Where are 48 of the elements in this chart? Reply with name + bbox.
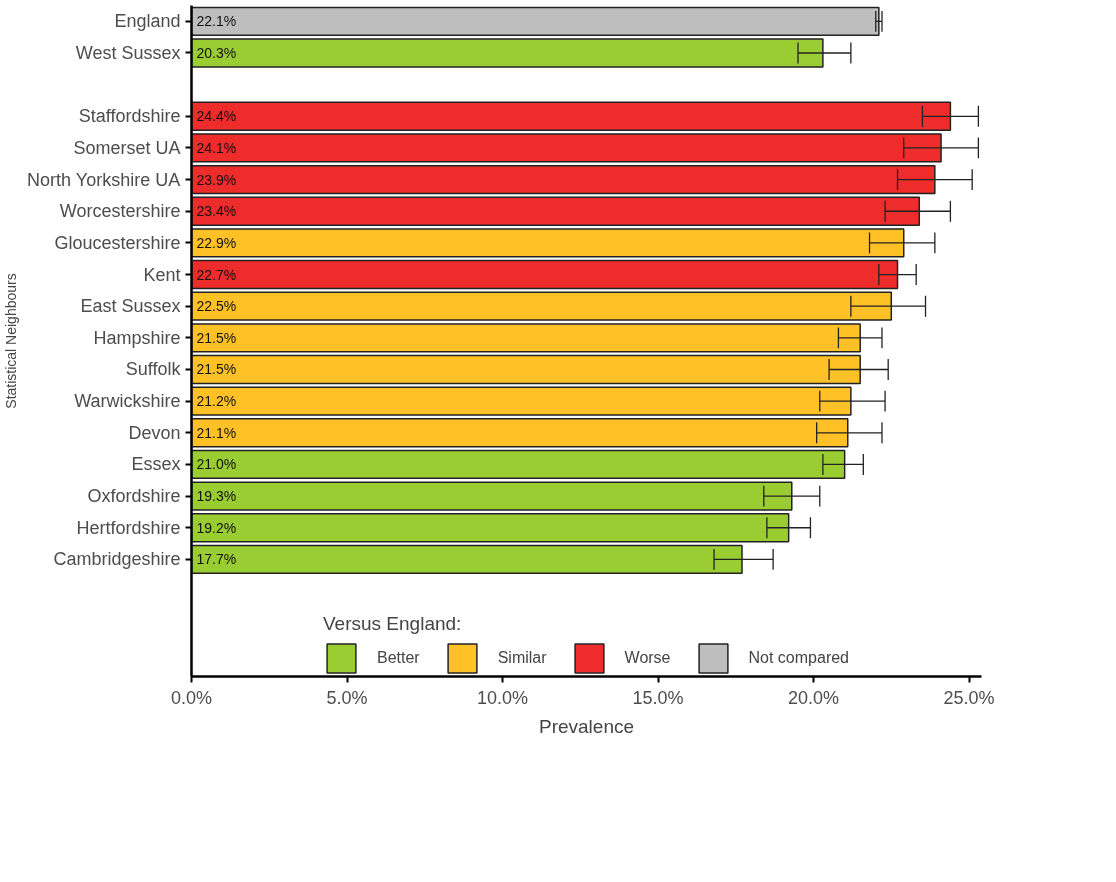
data-label: 22.9% [196,234,237,251]
data-label: 21.0% [196,456,237,473]
data-label: 22.7% [196,266,237,283]
data-label: 21.5% [196,329,237,346]
y-tick-label: Warwickshire [74,391,181,412]
x-tick-label: 0.0% [170,687,213,708]
y-tick-label: Somerset UA [73,137,181,158]
x-tick-label: 20.0% [788,687,840,708]
data-label: 24.4% [196,108,237,125]
data-label: 24.1% [196,139,237,156]
data-label: 22.1% [196,13,237,30]
y-tick-label: Kent [143,264,181,285]
y-tick-label: Essex [131,454,181,475]
legend-label: Not compared [748,649,850,667]
y-tick-label: Worcestershire [59,201,181,222]
y-tick-label: North Yorkshire UA [27,169,181,190]
x-tick-label: 5.0% [326,687,368,708]
y-axis-title: Statistical Neighbours [3,273,20,409]
y-tick-label: West Sussex [75,42,181,63]
y-tick-label: Gloucestershire [54,232,181,253]
x-axis-title: Prevalence [538,715,635,737]
legend-label: Similar [497,649,547,667]
x-tick-label: 10.0% [477,687,529,708]
bar [191,6,880,36]
data-label: 21.1% [196,424,237,441]
y-tick-label: East Sussex [80,296,181,317]
legend-title: Versus England: [322,613,463,635]
data-label: 20.3% [196,44,237,61]
y-tick-label: Oxfordshire [87,486,181,507]
data-label: 21.2% [196,393,237,410]
x-tick-label: 15.0% [632,687,684,708]
legend-label: Better [376,649,420,667]
data-label: 19.3% [196,488,237,505]
data-label: 19.2% [196,519,237,536]
y-tick-label: Staffordshire [78,106,181,127]
data-label: 21.5% [196,361,237,378]
data-label: 23.9% [196,171,237,188]
y-tick-label: England [114,11,181,32]
x-tick-label: 25.0% [943,687,995,708]
data-label: 17.7% [196,551,237,568]
y-tick-label: Suffolk [125,359,182,380]
y-tick-label: Cambridgeshire [53,549,181,570]
legend-label: Worse [624,649,671,667]
y-tick-label: Hampshire [93,327,181,348]
data-label: 23.4% [196,203,237,220]
y-tick-label: Devon [128,422,181,443]
data-label: 22.5% [196,298,237,315]
y-tick-label: Hertfordshire [76,517,181,538]
